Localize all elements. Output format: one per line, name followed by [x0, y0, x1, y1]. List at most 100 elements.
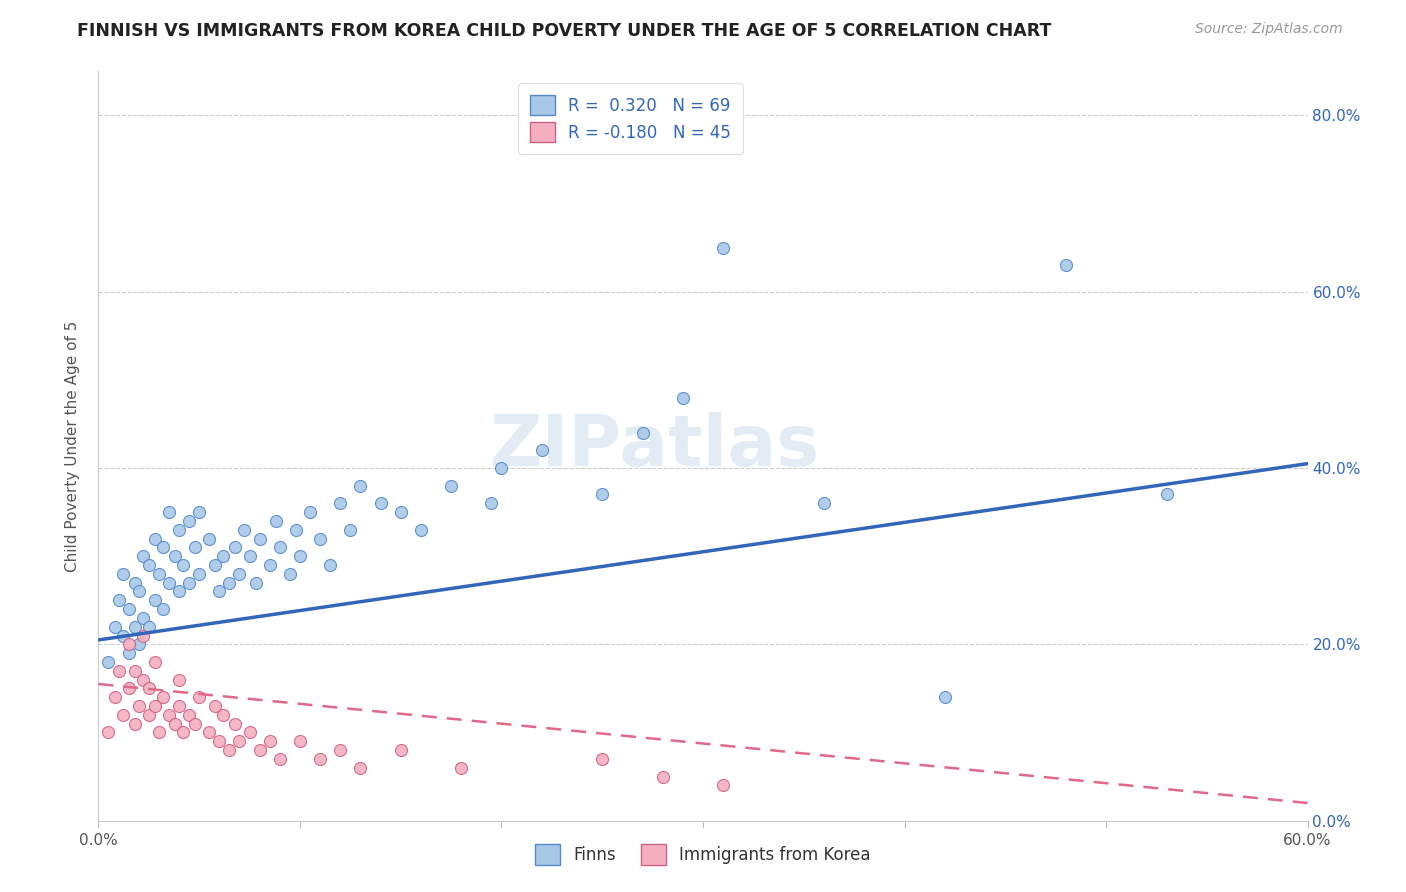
Point	[239, 725, 262, 739]
Point	[481, 496, 503, 510]
Point	[329, 743, 352, 757]
Point	[212, 549, 235, 564]
Point	[143, 699, 166, 714]
Point	[278, 566, 301, 581]
Point	[157, 575, 180, 590]
Point	[218, 743, 240, 757]
Point	[309, 532, 332, 546]
Point	[107, 593, 129, 607]
Legend: R =  0.320   N = 69, R = -0.180   N = 45: R = 0.320 N = 69, R = -0.180 N = 45	[519, 84, 742, 154]
Point	[167, 673, 190, 687]
Point	[167, 584, 190, 599]
Point	[138, 558, 160, 572]
Point	[124, 575, 146, 590]
Point	[124, 620, 146, 634]
Point	[249, 743, 271, 757]
Point	[179, 514, 201, 528]
Point	[711, 778, 734, 792]
Point	[591, 752, 613, 766]
Legend: Finns, Immigrants from Korea: Finns, Immigrants from Korea	[524, 834, 882, 875]
Text: ZIPatlas: ZIPatlas	[489, 411, 820, 481]
Point	[269, 541, 291, 555]
Point	[591, 487, 613, 501]
Point	[138, 681, 160, 696]
Point	[1156, 487, 1178, 501]
Point	[389, 743, 412, 757]
Point	[179, 707, 201, 722]
Point	[631, 425, 654, 440]
Y-axis label: Child Poverty Under the Age of 5: Child Poverty Under the Age of 5	[65, 320, 80, 572]
Point	[299, 505, 322, 519]
Point	[172, 725, 194, 739]
Point	[288, 549, 311, 564]
Point	[103, 620, 125, 634]
Point	[284, 523, 307, 537]
Point	[239, 549, 262, 564]
Point	[440, 478, 463, 492]
Point	[184, 716, 207, 731]
Point	[672, 391, 695, 405]
Point	[228, 566, 250, 581]
Point	[179, 575, 201, 590]
Point	[107, 664, 129, 678]
Point	[97, 725, 120, 739]
Point	[249, 532, 271, 546]
Point	[339, 523, 361, 537]
Point	[128, 584, 150, 599]
Point	[118, 681, 141, 696]
Point	[157, 505, 180, 519]
Point	[188, 505, 211, 519]
Point	[132, 611, 155, 625]
Point	[132, 628, 155, 642]
Point	[124, 664, 146, 678]
Point	[132, 673, 155, 687]
Point	[269, 752, 291, 766]
Point	[224, 541, 246, 555]
Point	[172, 558, 194, 572]
Point	[212, 707, 235, 722]
Point	[138, 707, 160, 722]
Point	[128, 637, 150, 651]
Point	[245, 575, 267, 590]
Point	[208, 584, 231, 599]
Point	[128, 699, 150, 714]
Point	[218, 575, 240, 590]
Point	[118, 637, 141, 651]
Point	[198, 725, 221, 739]
Point	[288, 734, 311, 748]
Point	[103, 690, 125, 705]
Point	[228, 734, 250, 748]
Point	[132, 549, 155, 564]
Point	[111, 566, 134, 581]
Point	[208, 734, 231, 748]
Point	[152, 690, 174, 705]
Point	[143, 593, 166, 607]
Point	[97, 655, 120, 669]
Point	[329, 496, 352, 510]
Point	[409, 523, 432, 537]
Point	[259, 558, 281, 572]
Point	[349, 761, 371, 775]
Point	[232, 523, 254, 537]
Point	[204, 699, 226, 714]
Point	[167, 523, 190, 537]
Point	[184, 541, 207, 555]
Point	[143, 532, 166, 546]
Point	[934, 690, 956, 705]
Point	[138, 620, 160, 634]
Point	[163, 549, 186, 564]
Point	[259, 734, 281, 748]
Text: Source: ZipAtlas.com: Source: ZipAtlas.com	[1195, 22, 1343, 37]
Point	[148, 725, 170, 739]
Point	[389, 505, 412, 519]
Point	[167, 699, 190, 714]
Point	[118, 646, 141, 660]
Point	[530, 443, 553, 458]
Point	[148, 566, 170, 581]
Point	[198, 532, 221, 546]
Point	[118, 602, 141, 616]
Text: FINNISH VS IMMIGRANTS FROM KOREA CHILD POVERTY UNDER THE AGE OF 5 CORRELATION CH: FINNISH VS IMMIGRANTS FROM KOREA CHILD P…	[77, 22, 1052, 40]
Point	[370, 496, 392, 510]
Point	[188, 566, 211, 581]
Point	[711, 241, 734, 255]
